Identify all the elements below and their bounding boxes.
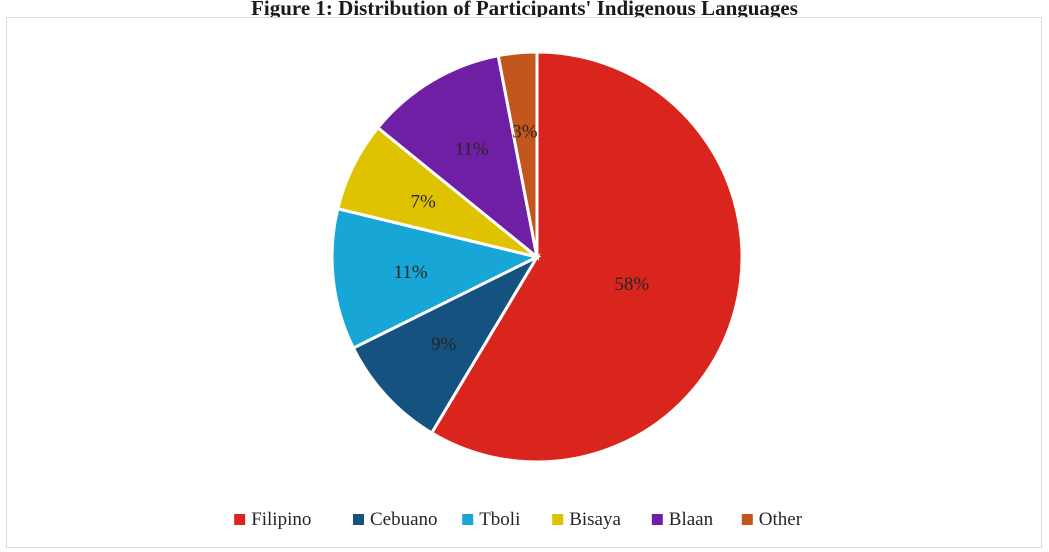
legend-swatch-bisaya (552, 514, 564, 525)
slice-label-tboli: 11% (394, 262, 428, 283)
legend-label-cebuano: Cebuano (370, 509, 438, 530)
legend-swatch-filipino (234, 514, 246, 525)
slice-cebuano (351, 253, 541, 435)
legend-swatch-other (741, 514, 753, 525)
slice-label-cebuano: 9% (431, 334, 457, 355)
legend-label-blaan: Blaan (669, 509, 714, 530)
legend-label-other: Other (759, 509, 803, 530)
slice-labels: 58% 9% 11% 7% 11% 3% (394, 121, 650, 355)
slice-label-filipino: 58% (614, 274, 649, 295)
pie-slices (330, 50, 744, 464)
slice-label-other: 3% (512, 121, 538, 142)
legend-label-bisaya: Bisaya (569, 509, 621, 530)
slice-tboli (330, 206, 542, 351)
slice-label-bisaya: 7% (410, 192, 436, 213)
slice-label-blaan: 11% (455, 139, 489, 160)
slice-blaan (375, 53, 540, 261)
legend-label-filipino: Filipino (251, 509, 311, 530)
legend-swatch-tboli (462, 514, 474, 525)
figure-caption: Figure 1: Distribution of Participants' … (251, 0, 798, 20)
slice-other (496, 50, 539, 258)
legend-label-tboli: Tboli (479, 509, 520, 530)
legend-swatch-blaan (651, 514, 663, 525)
legend: Filipino Cebuano Tboli Bisaya Blaan Other (234, 509, 803, 530)
legend-swatch-cebuano (353, 514, 364, 525)
slice-filipino (429, 50, 744, 464)
